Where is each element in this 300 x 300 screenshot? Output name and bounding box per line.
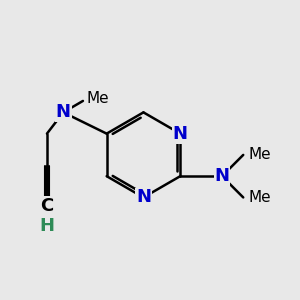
Text: N: N — [173, 124, 188, 142]
Text: N: N — [136, 188, 151, 206]
Text: Me: Me — [87, 91, 110, 106]
Text: Me: Me — [248, 190, 271, 205]
Text: N: N — [214, 167, 230, 185]
Text: N: N — [56, 103, 71, 122]
Text: H: H — [39, 217, 54, 235]
Text: C: C — [40, 196, 54, 214]
Text: Me: Me — [248, 147, 271, 162]
